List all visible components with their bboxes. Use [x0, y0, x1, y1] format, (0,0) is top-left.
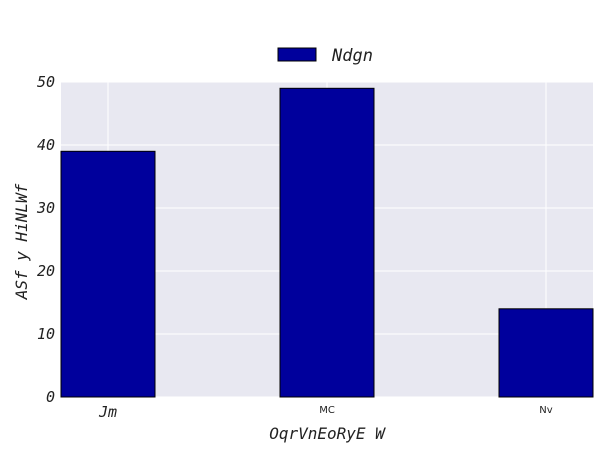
y-tick-label: 50 — [37, 73, 55, 91]
legend-label: Ndgn — [331, 46, 373, 66]
y-tick-label: 30 — [36, 199, 55, 217]
legend: Ndgn — [277, 46, 373, 66]
y-tick-label: 0 — [46, 388, 55, 406]
bars-group — [60, 87, 594, 398]
y-tick-label: 20 — [37, 262, 55, 280]
bar-mc — [279, 87, 375, 398]
x-tick-label: Jm — [98, 403, 117, 421]
x-tick-label: Nv — [539, 405, 552, 416]
y-tick-labels: 0 10 20 30 40 50 — [36, 73, 55, 406]
bar-nv — [498, 308, 594, 398]
x-tick-labels: Jm MC Nv — [98, 403, 553, 421]
legend-swatch — [277, 47, 317, 62]
x-axis-label: OqrVnEoRyE W — [269, 424, 386, 443]
x-tick-label: MC — [319, 405, 335, 416]
y-axis-label: ASf y HiNLWf — [12, 183, 31, 300]
bar-jm — [60, 150, 156, 398]
y-tick-label: 40 — [37, 136, 55, 154]
y-tick-label: 10 — [37, 325, 55, 343]
